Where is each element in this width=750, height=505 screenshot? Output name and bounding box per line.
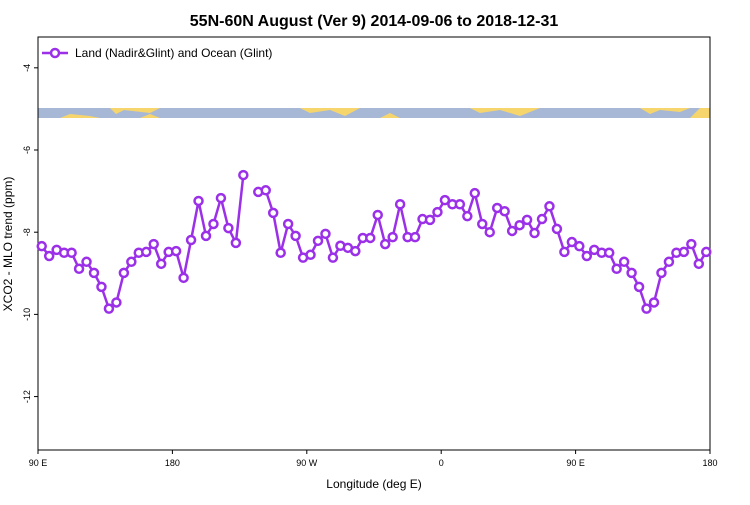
data-point	[439, 194, 451, 206]
data-point	[215, 192, 227, 204]
y-tick-label: -6	[22, 146, 32, 154]
data-point	[484, 226, 495, 238]
data-point	[260, 185, 271, 196]
data-point	[462, 210, 473, 222]
data-point	[544, 201, 555, 212]
data-point	[566, 236, 578, 248]
data-point	[536, 213, 548, 225]
map-strip	[38, 108, 710, 118]
data-point	[275, 247, 286, 258]
data-point	[618, 256, 630, 268]
data-point	[73, 263, 85, 275]
data-point	[574, 240, 585, 252]
x-tick-label: 90 E	[29, 458, 48, 468]
data-point	[66, 247, 77, 258]
y-tick-label: -10	[22, 308, 32, 321]
data-point	[641, 303, 652, 314]
data-point	[581, 250, 593, 262]
data-point	[379, 238, 391, 250]
data-point	[193, 195, 204, 207]
data-point	[365, 232, 376, 244]
data-point	[506, 225, 518, 237]
data-point	[200, 230, 212, 242]
data-point	[223, 222, 234, 234]
chart-title: 55N-60N August (Ver 9) 2014-09-06 to 201…	[190, 13, 559, 30]
data-point	[320, 228, 331, 240]
data-point	[267, 207, 279, 219]
data-point	[387, 231, 398, 243]
data-point	[633, 281, 645, 293]
data-point	[529, 227, 540, 239]
data-point	[178, 272, 189, 284]
x-tick-label: 180	[165, 458, 180, 468]
y-tick-label: -12	[22, 390, 32, 403]
data-point	[611, 263, 622, 275]
data-point	[305, 249, 316, 261]
strip-land	[38, 108, 710, 118]
data-point	[477, 218, 488, 230]
strip-ocean	[38, 108, 710, 118]
data-point	[312, 235, 324, 247]
data-point	[663, 256, 675, 268]
x-axis-label: Longitude (deg E)	[326, 477, 421, 491]
x-tick-label: 90 W	[296, 458, 318, 468]
data-point	[170, 245, 182, 257]
data-point	[96, 281, 107, 293]
data-point	[155, 258, 167, 270]
x-tick-label: 180	[702, 458, 717, 468]
legend-marker	[49, 47, 61, 59]
data-point	[551, 223, 563, 235]
data-point	[43, 250, 55, 262]
data-point	[372, 209, 383, 221]
data-point	[454, 199, 466, 210]
data-point	[118, 267, 130, 279]
data-point	[111, 297, 122, 308]
data-point	[103, 303, 115, 314]
data-point	[238, 169, 249, 181]
x-tick-label: 0	[439, 458, 444, 468]
legend: Land (Nadir&Glint) and Ocean (Glint)	[42, 46, 272, 60]
data-point	[559, 246, 570, 258]
data-point	[469, 187, 481, 199]
data-point	[230, 237, 242, 249]
data-point	[282, 218, 294, 230]
data-point	[141, 246, 152, 258]
data-point	[148, 238, 159, 250]
x-tick-label: 90 E	[566, 458, 585, 468]
data-point	[81, 256, 92, 268]
data-point	[424, 214, 436, 226]
data-point	[499, 205, 510, 217]
data-point	[327, 252, 339, 263]
data-point	[432, 206, 443, 218]
data-point	[678, 246, 690, 258]
data-point	[36, 240, 47, 252]
data-point	[350, 245, 361, 257]
data-point	[701, 246, 712, 258]
data-point	[185, 234, 197, 246]
data-point	[290, 230, 301, 242]
data-point	[686, 238, 697, 250]
y-tick-label: -8	[22, 228, 32, 236]
data-point	[126, 256, 137, 268]
data-point	[656, 267, 667, 279]
data-point	[514, 219, 525, 231]
data-point	[521, 214, 533, 226]
data-point	[208, 218, 219, 230]
legend-label: Land (Nadir&Glint) and Ocean (Glint)	[75, 46, 272, 60]
data-point	[603, 247, 615, 258]
y-axis-label: XCO2 - MLO trend (ppm)	[1, 177, 15, 312]
data-point	[693, 258, 705, 270]
data-point	[88, 267, 100, 279]
data-point	[648, 297, 660, 308]
y-tick-label: -4	[22, 64, 32, 72]
data-point	[409, 231, 421, 243]
data-point	[626, 267, 637, 279]
data-point	[394, 199, 406, 210]
